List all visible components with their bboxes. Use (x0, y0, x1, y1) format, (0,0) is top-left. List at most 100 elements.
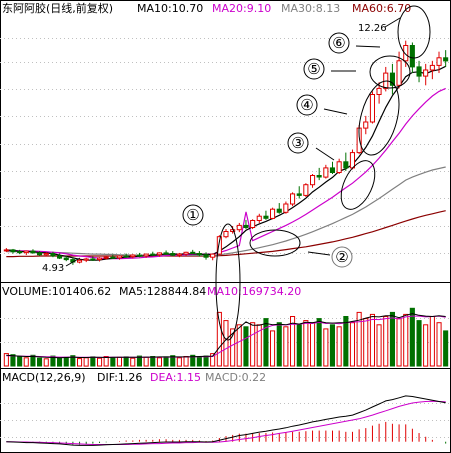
candle-body (329, 167, 335, 173)
candle-body (190, 251, 196, 255)
volume-bar (97, 357, 103, 367)
candle (270, 207, 276, 220)
candle-body (123, 255, 129, 258)
volume-bar (143, 356, 149, 367)
marker-6-arrow (355, 45, 381, 48)
volume-bar (17, 356, 23, 367)
volume-bar (230, 328, 236, 367)
candle (90, 256, 96, 261)
candle (183, 251, 189, 256)
dif-label: DIF:1.26 (97, 371, 142, 384)
marker-6-ellipse (397, 5, 431, 59)
candle (429, 60, 435, 80)
ma10-label: MA10:10.70 (137, 2, 203, 15)
candle (369, 91, 375, 124)
candle-body (43, 253, 49, 256)
candle (296, 186, 302, 199)
volume-bar (110, 357, 116, 367)
candle (196, 251, 202, 257)
volume-bar (63, 356, 69, 367)
marker-1-ellipse (215, 223, 241, 341)
candle-body (290, 193, 296, 205)
marker-3: ③ (287, 132, 376, 210)
candle-body (323, 167, 329, 178)
volume-bars (3, 307, 449, 367)
volume-bar (263, 318, 269, 367)
candle-body (57, 255, 63, 259)
marker-1: ① (182, 204, 241, 341)
volume-bar (323, 328, 329, 367)
volume-bar (403, 313, 409, 367)
volume-bar (57, 357, 63, 367)
marker-2-label: ② (335, 248, 348, 266)
candle (389, 63, 395, 95)
candle-body (316, 175, 322, 178)
candle (323, 164, 329, 179)
ma30-line (6, 166, 446, 256)
candle-body (136, 254, 142, 257)
candle-body (163, 252, 169, 255)
candle-body (17, 251, 23, 254)
volume-bar (196, 356, 202, 367)
marker-4-arrow (323, 108, 348, 115)
ma60-label: MA60:6.70 (352, 2, 411, 15)
candle (276, 203, 282, 214)
candle (103, 255, 109, 260)
candle (23, 250, 29, 256)
candle-body (110, 256, 116, 259)
volume-bar (303, 320, 309, 367)
candle-body (409, 45, 415, 68)
candle-body (369, 94, 375, 123)
candle (170, 251, 176, 256)
candle-body (130, 254, 136, 258)
volume-bar (250, 322, 256, 367)
candle-body (403, 45, 409, 62)
candle (77, 259, 83, 264)
vma10-label: MA10:169734.20 (207, 285, 301, 298)
volume-bar (70, 355, 76, 367)
low-price-label: 4.93 (42, 263, 64, 274)
marker-4-ellipse (358, 80, 400, 156)
candle-body (10, 249, 16, 253)
volume-bar (176, 357, 182, 367)
volume-bar (123, 356, 129, 367)
candle (136, 252, 142, 258)
candle (236, 222, 242, 233)
volume-bar (116, 356, 123, 367)
candle-body (349, 152, 355, 169)
volume-bar (236, 324, 242, 367)
candle-body (143, 253, 149, 257)
candle (243, 219, 249, 230)
candle-body (30, 250, 36, 254)
candle (57, 253, 63, 260)
candle (30, 249, 36, 254)
marker-4: ④ (296, 80, 400, 156)
volume-bar (316, 318, 322, 367)
candle-body (376, 87, 382, 96)
candle-body (150, 253, 156, 256)
dea-label: DEA:1.15 (150, 371, 201, 384)
candle-body (216, 236, 222, 255)
volume-bar (163, 356, 169, 367)
candle-body (343, 161, 349, 169)
candle (363, 115, 369, 135)
marker-3-label: ③ (291, 134, 304, 152)
volume-bar (343, 316, 349, 367)
vma5-label: MA5:128844.84 (119, 285, 206, 298)
candle (176, 252, 182, 258)
volume-bar (170, 355, 176, 367)
candle-body (429, 64, 435, 71)
candle-body (416, 66, 422, 77)
candle-body (243, 224, 249, 228)
candle-body (230, 229, 236, 232)
candle-body (443, 57, 449, 62)
volume-bar (369, 313, 375, 367)
marker-2-ellipse (249, 229, 301, 257)
volume-bar (290, 316, 296, 367)
volume-bar (416, 320, 422, 367)
volume-bar (130, 357, 136, 367)
candle-body (436, 57, 442, 66)
volume-label: VOLUME:101406.62 (2, 285, 111, 298)
price-title: 东阿阿胶(日线,前复权) (2, 1, 113, 15)
